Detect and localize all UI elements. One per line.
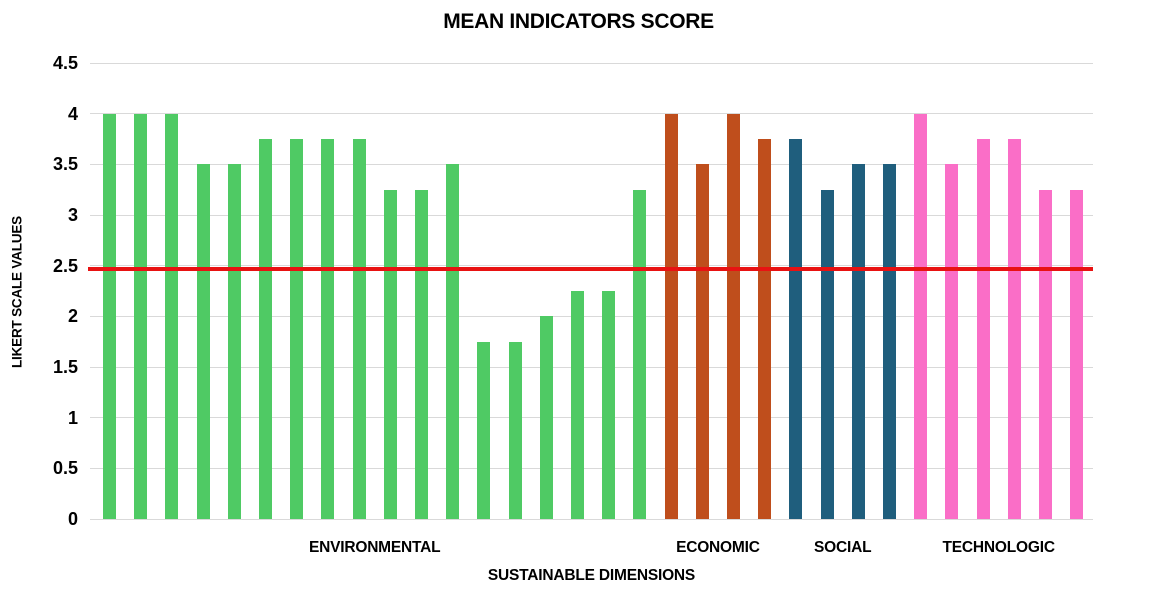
bar xyxy=(290,139,304,519)
bar xyxy=(383,189,397,519)
y-tick-label: 3.5 xyxy=(52,154,78,175)
bar xyxy=(1039,189,1052,519)
gridline xyxy=(90,467,1093,469)
bar xyxy=(571,291,584,519)
gridline xyxy=(90,214,1093,216)
gridline xyxy=(90,417,1093,419)
bar xyxy=(664,113,678,519)
y-tick-label: 0 xyxy=(67,509,78,529)
bar xyxy=(446,164,460,519)
bar xyxy=(883,164,896,519)
bar xyxy=(165,113,179,519)
bar xyxy=(1070,189,1084,519)
y-tick-label: 1.5 xyxy=(52,357,78,377)
bar xyxy=(196,164,210,519)
gridline xyxy=(90,62,1093,64)
bar xyxy=(1007,139,1021,519)
bar xyxy=(789,139,803,519)
bar xyxy=(134,113,148,519)
bar xyxy=(415,189,428,519)
bar xyxy=(914,113,928,519)
y-tick-label: 2 xyxy=(67,306,78,327)
bar xyxy=(758,139,772,519)
gridline xyxy=(90,315,1093,317)
x-category-label: ECONOMIC xyxy=(676,539,760,556)
plot-area xyxy=(88,62,1093,520)
bar xyxy=(695,164,709,519)
bar xyxy=(976,139,990,519)
chart-title: MEAN INDICATORS SCORE xyxy=(443,10,714,33)
y-tick-label: 3 xyxy=(67,205,78,225)
y-tick-label: 4.5 xyxy=(52,53,78,73)
bar xyxy=(727,113,740,519)
bar xyxy=(945,164,959,519)
bar xyxy=(539,316,553,519)
x-axis-title: SUSTAINABLE DIMENSIONS xyxy=(487,567,696,584)
y-tick-label: 2.5 xyxy=(52,255,78,276)
y-tick-label: 1 xyxy=(67,407,78,428)
bar xyxy=(352,139,366,519)
bar xyxy=(633,189,647,519)
reference-line xyxy=(88,266,1093,271)
y-tick-label: 0.5 xyxy=(52,458,78,479)
gridline xyxy=(90,113,1093,115)
y-tick-label: 4 xyxy=(67,103,78,124)
y-axis-title: LIKERT SCALE VALUES xyxy=(9,216,25,368)
bar xyxy=(602,291,616,519)
bar xyxy=(227,164,241,519)
gridline xyxy=(90,163,1093,165)
bar xyxy=(477,341,491,519)
bar xyxy=(259,139,272,519)
bar xyxy=(103,113,116,519)
x-category-label: SOCIAL xyxy=(814,539,872,556)
x-category-label: ENVIRONMENTAL xyxy=(308,539,441,556)
gridline xyxy=(90,265,1093,267)
bar xyxy=(820,189,834,519)
bar xyxy=(321,139,335,519)
bar xyxy=(508,341,522,519)
x-category-label: TECHNOLOGIC xyxy=(942,539,1056,556)
gridline xyxy=(90,366,1093,368)
bar xyxy=(851,164,865,519)
